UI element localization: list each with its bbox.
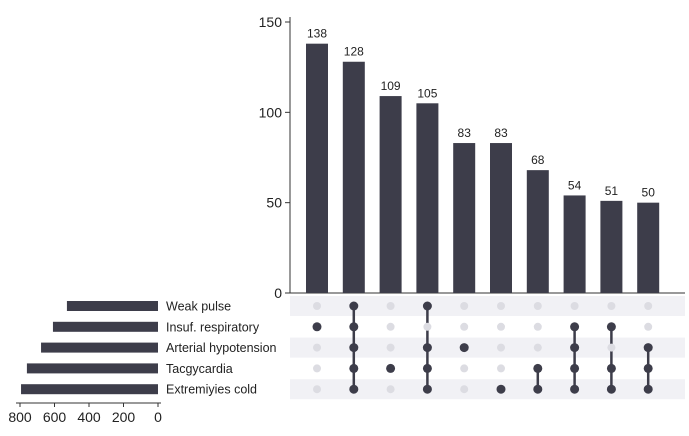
matrix-dot-filled (349, 363, 359, 373)
matrix-dot-filled (643, 384, 653, 394)
y-tick-label: 50 (266, 195, 282, 211)
intersection-bar (490, 143, 512, 293)
matrix-dot-filled (496, 384, 506, 394)
matrix-dot-filled (606, 322, 616, 332)
intersection-bar (416, 103, 439, 293)
set-name-label: Weak pulse (166, 300, 231, 314)
bar-value-label: 128 (344, 45, 364, 59)
y-tick-label: 100 (259, 104, 283, 120)
matrix-dot-filled (422, 363, 432, 373)
matrix-dot-empty (386, 302, 395, 310)
set-name-label: Tacgycardia (166, 362, 233, 376)
matrix-dot-empty (607, 302, 616, 310)
matrix-dot-empty (313, 385, 321, 394)
matrix-dot-filled (570, 363, 580, 373)
matrix-dot-empty (313, 343, 321, 352)
matrix-dot-filled (386, 363, 396, 373)
matrix-dot-empty (386, 322, 395, 331)
matrix-dot-filled (643, 363, 653, 373)
set-size-tick-label: 600 (43, 409, 67, 425)
set-size-tick-label: 0 (154, 409, 162, 425)
matrix-dot-empty (533, 322, 542, 331)
matrix-dot-empty (497, 302, 505, 310)
set-size-bar (26, 363, 159, 374)
intersection-bar (600, 200, 623, 293)
matrix-dot-empty (423, 322, 432, 331)
matrix-dot-filled (533, 384, 543, 394)
bar-value-label: 83 (458, 126, 472, 140)
matrix-dot-filled (570, 384, 580, 394)
matrix-dot-empty (497, 343, 505, 352)
matrix-dot-filled (349, 301, 359, 311)
bar-value-label: 138 (307, 27, 327, 41)
matrix-dot-empty (644, 322, 653, 331)
matrix-stripe (290, 296, 685, 316)
set-size-tick-label: 400 (77, 409, 101, 425)
matrix-dot-empty (313, 364, 321, 373)
matrix-dot-filled (312, 322, 322, 332)
y-tick-label: 150 (259, 14, 283, 30)
matrix-dot-empty (533, 302, 542, 310)
matrix-dot-filled (349, 384, 359, 394)
set-size-tick-label: 800 (8, 409, 32, 425)
set-size-tick-label: 200 (112, 409, 136, 425)
bar-value-label: 109 (381, 79, 401, 93)
matrix-dot-filled (422, 301, 432, 311)
matrix-dot-filled (533, 363, 543, 373)
intersection-bar (637, 202, 660, 293)
matrix-dot-empty (460, 302, 469, 310)
bar-value-label: 54 (568, 178, 582, 192)
matrix-dot-filled (349, 322, 359, 332)
matrix-stripe (290, 379, 685, 400)
matrix-dot-filled (606, 363, 616, 373)
matrix-dot-empty (497, 364, 505, 373)
y-tick-label: 0 (274, 285, 282, 301)
matrix-dot-filled (349, 343, 359, 353)
set-name-label: Insuf. respiratory (166, 320, 260, 334)
bar-value-label: 51 (605, 184, 619, 198)
set-size-bar (41, 342, 158, 353)
bar-value-label: 105 (417, 86, 437, 100)
matrix-dot-empty (386, 343, 395, 352)
intersection-bar (342, 61, 365, 293)
intersection-bar (379, 96, 402, 293)
set-name-label: Extremiyies cold (166, 383, 257, 397)
matrix-dot-empty (570, 302, 579, 310)
bar-value-label: 68 (531, 153, 545, 167)
matrix-dot-filled (422, 384, 432, 394)
set-size-bar (52, 321, 159, 332)
matrix-dot-empty (497, 322, 505, 331)
bar-value-label: 50 (642, 186, 656, 200)
matrix-stripe (290, 337, 685, 358)
matrix-dot-filled (422, 343, 432, 353)
matrix-dot-empty (460, 385, 469, 394)
intersection-bar (453, 143, 476, 293)
matrix-dot-empty (607, 343, 616, 352)
matrix-dot-filled (570, 343, 580, 353)
matrix-dot-empty (644, 302, 653, 310)
matrix-dot-empty (313, 302, 321, 310)
matrix-dot-empty (386, 385, 395, 394)
matrix-dot-empty (460, 322, 469, 331)
matrix-dot-filled (643, 343, 653, 353)
set-name-label: Arterial hypotension (166, 341, 277, 355)
intersection-bar (306, 43, 328, 294)
matrix-dot-filled (606, 384, 616, 394)
matrix-dot-filled (570, 322, 580, 332)
set-size-bar (21, 384, 158, 395)
matrix-dot-empty (460, 364, 469, 373)
intersection-bar (563, 195, 586, 293)
intersection-bar (526, 170, 549, 293)
bar-value-label: 83 (494, 126, 508, 140)
matrix-dot-filled (459, 343, 469, 353)
matrix-dot-empty (533, 343, 542, 352)
set-size-bar (66, 301, 158, 311)
